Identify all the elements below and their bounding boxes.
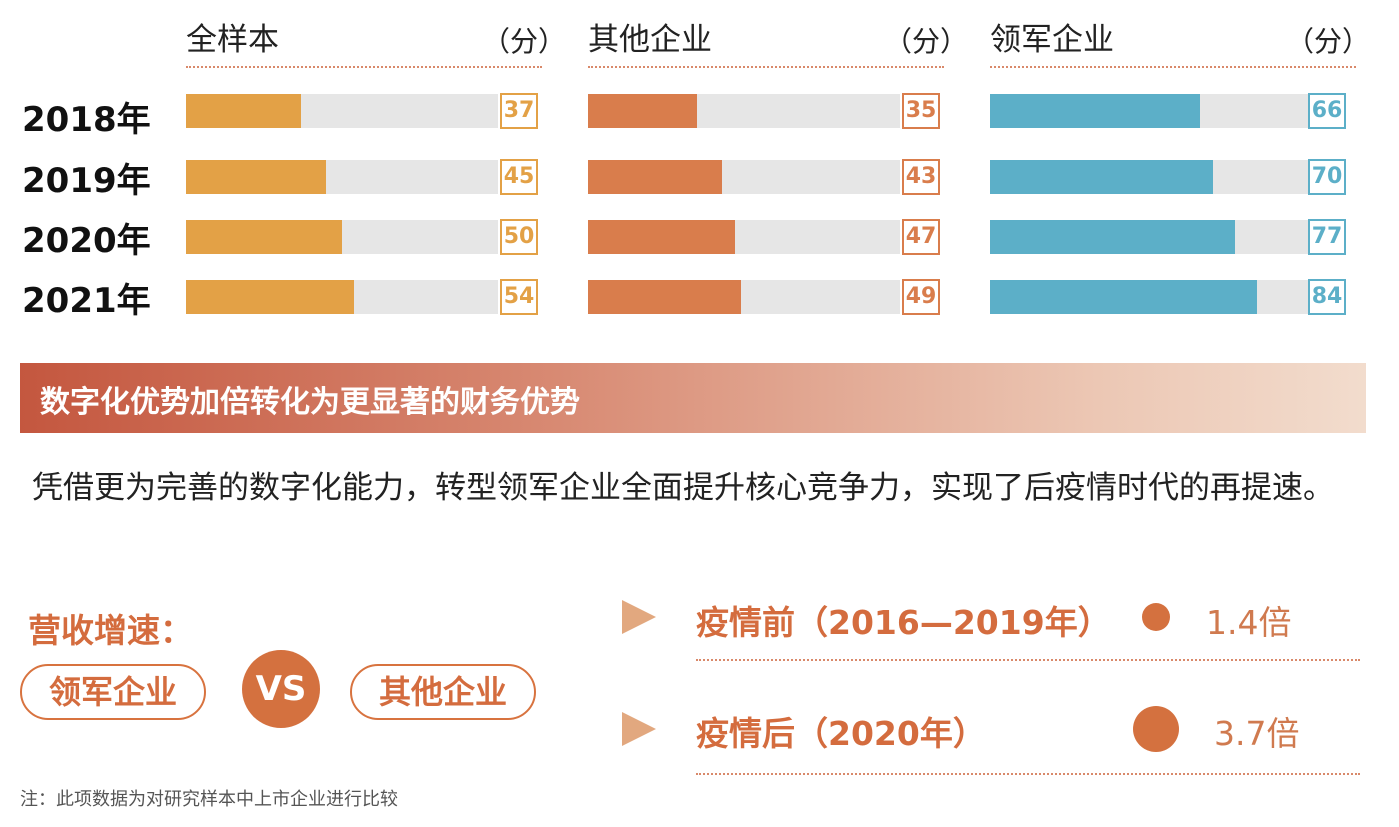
value-label: 49 — [902, 279, 940, 315]
year-label: 2020年 — [22, 221, 151, 261]
value-label: 45 — [500, 159, 538, 195]
arrow-right-icon — [622, 600, 656, 634]
value-label: 37 — [500, 93, 538, 129]
bar-track — [186, 160, 498, 194]
ratio-dot — [1132, 705, 1180, 753]
bar-track — [990, 220, 1308, 254]
divider — [696, 773, 1360, 775]
bar-track — [588, 280, 900, 314]
value-label: 47 — [902, 219, 940, 255]
section-banner: 数字化优势加倍转化为更显著的财务优势 — [20, 363, 1366, 433]
period-label: 疫情前（2016—2019年） — [696, 603, 1111, 642]
bar-track — [588, 220, 900, 254]
bar — [186, 220, 342, 254]
multiple-value: 1.4倍 — [1206, 603, 1292, 642]
unit-label: （分） — [1286, 25, 1371, 58]
bar — [186, 280, 355, 314]
bar — [588, 220, 735, 254]
divider — [186, 66, 542, 68]
ratio-dot — [1141, 602, 1171, 632]
panel-title: 其他企业 — [588, 22, 712, 58]
bar — [990, 280, 1258, 314]
bar — [990, 220, 1235, 254]
panel-title: 领军企业 — [990, 22, 1114, 58]
bar-track — [186, 220, 498, 254]
bar-track — [990, 94, 1308, 128]
footnote: 注：此项数据为对研究样本中上市企业进行比较 — [20, 789, 398, 810]
leading-companies-pill: 领军企业 — [20, 664, 206, 720]
value-label: 77 — [1308, 219, 1346, 255]
vs-badge: VS — [242, 650, 320, 728]
banner-title: 数字化优势加倍转化为更显著的财务优势 — [40, 385, 580, 420]
panel-title: 全样本 — [186, 22, 279, 58]
bar-track — [588, 94, 900, 128]
revenue-growth-label: 营收增速： — [28, 611, 193, 650]
value-label: 43 — [902, 159, 940, 195]
multiple-value: 3.7倍 — [1214, 714, 1300, 753]
arrow-right-icon — [622, 712, 656, 746]
bar — [186, 94, 302, 128]
value-label: 35 — [902, 93, 940, 129]
bar-track — [990, 280, 1308, 314]
bar-track — [990, 160, 1308, 194]
bar-track — [186, 280, 498, 314]
other-companies-pill: 其他企业 — [350, 664, 536, 720]
bar — [990, 94, 1200, 128]
bar — [588, 160, 723, 194]
value-label: 70 — [1308, 159, 1346, 195]
value-label: 84 — [1308, 279, 1346, 315]
bar — [186, 160, 327, 194]
year-label: 2018年 — [22, 100, 151, 140]
bar — [588, 280, 741, 314]
bar-track — [186, 94, 498, 128]
value-label: 66 — [1308, 93, 1346, 129]
bar — [990, 160, 1213, 194]
period-label: 疫情后（2020年） — [696, 714, 986, 753]
bar-track — [588, 160, 900, 194]
unit-label: （分） — [482, 25, 567, 58]
value-label: 50 — [500, 219, 538, 255]
unit-label: （分） — [884, 25, 969, 58]
divider — [990, 66, 1356, 68]
divider — [696, 659, 1360, 661]
bar — [588, 94, 698, 128]
divider — [588, 66, 944, 68]
year-label: 2021年 — [22, 281, 151, 321]
body-paragraph: 凭借更为完善的数字化能力，转型领军企业全面提升核心竞争力，实现了后疫情时代的再提… — [32, 470, 1334, 506]
value-label: 54 — [500, 279, 538, 315]
year-label: 2019年 — [22, 161, 151, 201]
